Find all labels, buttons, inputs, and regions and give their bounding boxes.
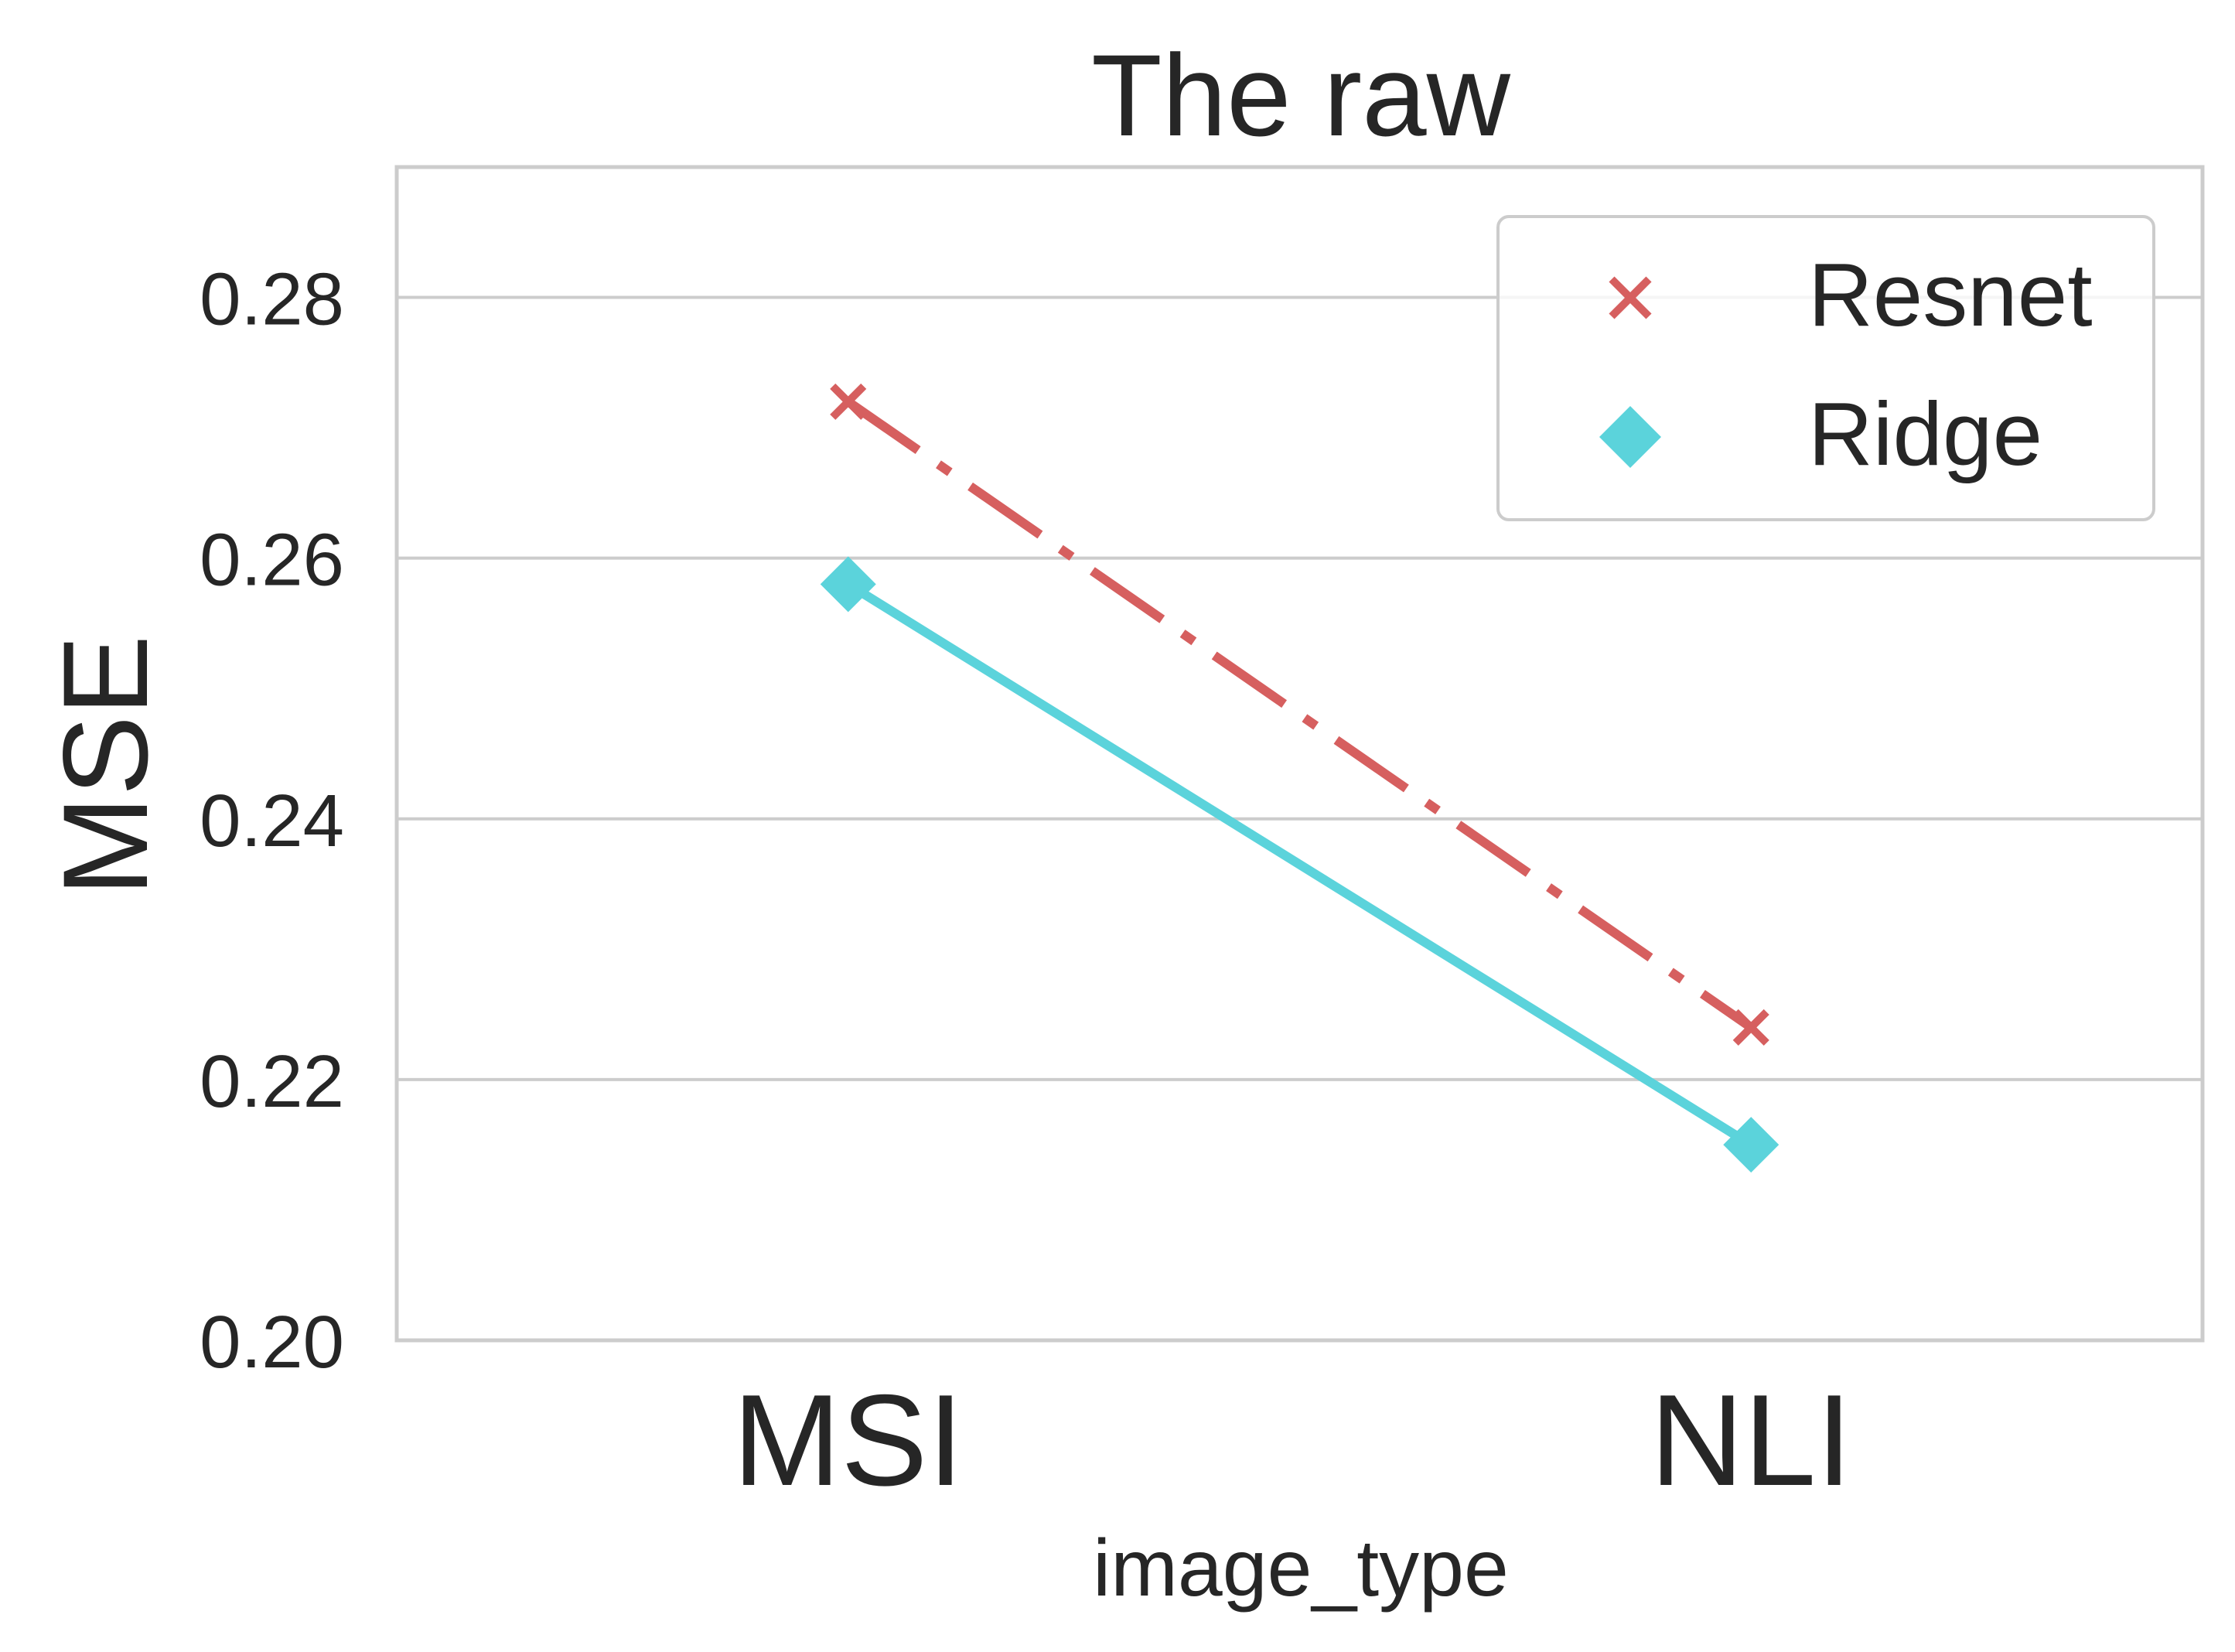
y-tick-label: 0.20 bbox=[200, 1301, 344, 1384]
legend-marker-ridge bbox=[1599, 406, 1661, 468]
series-line-ridge bbox=[845, 580, 1754, 1149]
legend-box bbox=[1496, 215, 2155, 521]
chart-title: The raw bbox=[1091, 30, 1511, 160]
data-point-resnet-nli bbox=[1732, 1009, 1769, 1046]
x-tick-labels: MSI NLI bbox=[732, 1367, 1852, 1513]
legend: Resnet Ridge bbox=[1496, 215, 2155, 521]
series-layer bbox=[820, 383, 1779, 1173]
legend-label-resnet: Resnet bbox=[1808, 244, 2093, 345]
data-point-resnet-msi bbox=[830, 383, 867, 420]
y-tick-labels: 0.20 0.22 0.24 0.26 0.28 bbox=[200, 258, 344, 1384]
y-tick-label: 0.26 bbox=[200, 519, 344, 602]
x-tick-label: NLI bbox=[1650, 1367, 1852, 1513]
y-tick-label: 0.28 bbox=[200, 258, 344, 341]
legend-label-ridge: Ridge bbox=[1808, 384, 2042, 484]
series-line-resnet bbox=[845, 398, 1754, 1032]
data-point-ridge-nli bbox=[1723, 1117, 1779, 1173]
plot-frame bbox=[394, 165, 2205, 1343]
y-tick-label: 0.22 bbox=[200, 1040, 344, 1123]
legend-marker-resnet bbox=[1609, 276, 1652, 319]
x-tick-label: MSI bbox=[732, 1367, 964, 1513]
data-point-ridge-msi bbox=[820, 556, 876, 613]
y-tick-label: 0.24 bbox=[200, 780, 344, 862]
y-axis-label: MSE bbox=[39, 635, 173, 896]
x-axis-label: image_type bbox=[1093, 1524, 1509, 1613]
